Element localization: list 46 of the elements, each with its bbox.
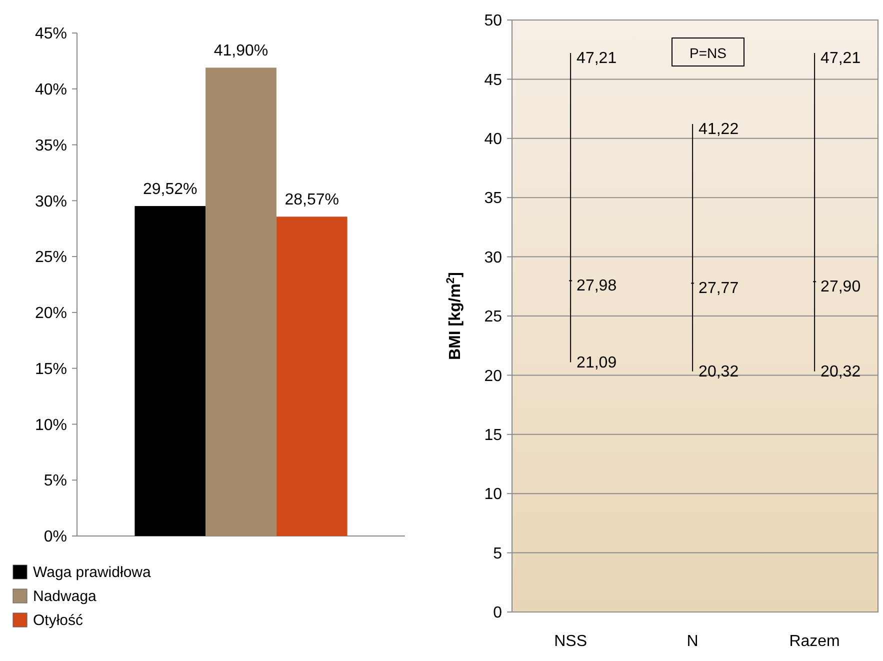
text: 27,90: [820, 278, 861, 296]
y-tick-label: 15: [484, 427, 502, 444]
y-tick-label: 20%: [34, 305, 67, 322]
bar: [206, 68, 276, 536]
text: 21,09: [576, 354, 617, 372]
y-tick-label: 40: [484, 131, 502, 148]
candlestick: [569, 52, 572, 363]
y-tick-label: 25%: [34, 249, 67, 266]
text: 20,32: [698, 363, 739, 380]
y-tick-label: 35: [484, 190, 502, 208]
y-tick-label: 30%: [34, 193, 67, 210]
y-tick-label: 15%: [34, 360, 67, 378]
y-tick-label: 35%: [34, 137, 67, 154]
y-tick-label: 25: [484, 308, 502, 326]
y-tick-label: 10: [484, 486, 502, 504]
data-label: 41,90%: [214, 42, 268, 60]
data-label: 28,57%: [284, 192, 339, 209]
y-tick-label: 20: [484, 368, 502, 385]
y-tick-label: 50: [484, 12, 502, 30]
bar: [276, 216, 348, 536]
y-tick-label: 30: [484, 249, 502, 266]
text: 47,21: [576, 50, 617, 68]
text: 27,77: [698, 280, 739, 298]
x-tick-label: N: [686, 633, 698, 650]
y-tick-label: 40%: [34, 81, 67, 98]
legend-label: Otyłość: [33, 612, 84, 629]
data-label: 29,52%: [143, 181, 198, 198]
candlestick: [813, 52, 816, 372]
y-tick-label: 0: [493, 604, 502, 622]
annotation: P=NS: [690, 45, 726, 61]
x-tick-label: Razem: [789, 633, 840, 650]
y-tick-label: 45: [484, 72, 502, 89]
bar: [134, 206, 206, 536]
text: 27,98: [576, 278, 617, 295]
candlestick: [691, 123, 694, 372]
y-tick-label: 0%: [44, 528, 67, 546]
legend-label: Waga prawidłowa: [33, 564, 152, 581]
y-tick-label: 10%: [34, 416, 67, 434]
text: 20,32: [820, 363, 861, 380]
y-tick-label: 45%: [34, 26, 67, 43]
x-tick-label: NSS: [554, 633, 588, 650]
y-tick-label: 5%: [44, 472, 67, 490]
text: 41,22: [698, 120, 739, 138]
y-tick-label: 5: [493, 545, 502, 562]
text: 47,21: [820, 50, 861, 68]
legend-label: Nadwaga: [33, 588, 98, 605]
